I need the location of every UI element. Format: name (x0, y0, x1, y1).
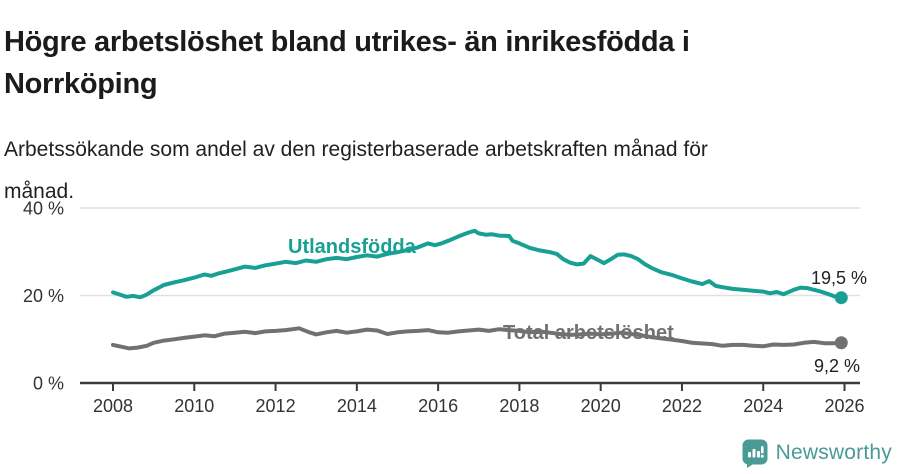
newsworthy-wordmark: Newsworthy (775, 441, 892, 464)
x-axis-tick-label: 2022 (662, 396, 702, 416)
series-label-utlandsfodda: Utlandsfödda (288, 236, 417, 258)
series-label-total: Total arbetslöshet (503, 322, 674, 344)
x-axis-tick-label: 2014 (337, 396, 377, 416)
x-axis-tick-label: 2012 (256, 396, 296, 416)
series-line-utlandsfodda (111, 228, 844, 300)
page-title-line2: Norrköping (4, 68, 158, 101)
x-axis-tick-label: 2020 (581, 396, 621, 416)
series-end-value-total: 9,2 % (814, 356, 860, 376)
page-title: Högre arbetslöshet bland utrikes- än inr… (4, 21, 834, 105)
series-line-total (111, 326, 844, 351)
newsworthy-logo-icon (742, 439, 768, 468)
x-axis-tick-label: 2018 (499, 396, 539, 416)
page-subtitle-line1: Arbetssökande som andel av den registerb… (4, 138, 708, 161)
x-axis-tick-label: 2008 (93, 396, 133, 416)
x-axis-tick-label: 2026 (824, 396, 864, 416)
x-axis-tick-label: 2010 (174, 396, 214, 416)
x-axis-tick-label: 2024 (743, 396, 783, 416)
unemployment-line-chart-svg: 0 % 20 % 40 % 2008 2010 2012 2014 2016 2018 2020 2… (23, 199, 867, 417)
page-subtitle: Arbetssökande som andel av den registerb… (4, 129, 784, 213)
y-axis-tick-label: 40 % (23, 199, 64, 219)
brand-footer: Newsworthy (741, 438, 892, 468)
page-title-line1: Högre arbetslöshet bland utrikes- än inr… (4, 26, 690, 59)
y-axis-tick-label: 20 % (23, 286, 64, 306)
line-chart: 0 % 20 % 40 % 2008 2010 2012 2014 2016 2018 2020 2… (0, 190, 900, 430)
series-end-value-utlandsfodda: 19,5 % (811, 268, 867, 288)
x-axis-tick-label: 2016 (418, 396, 458, 416)
series-line-utlandsfodda-end-dot (834, 291, 848, 305)
series-line-total-end-dot (834, 336, 848, 350)
y-axis-tick-label: 0 % (33, 374, 64, 394)
page-subtitle-line2: månad. (4, 180, 75, 203)
